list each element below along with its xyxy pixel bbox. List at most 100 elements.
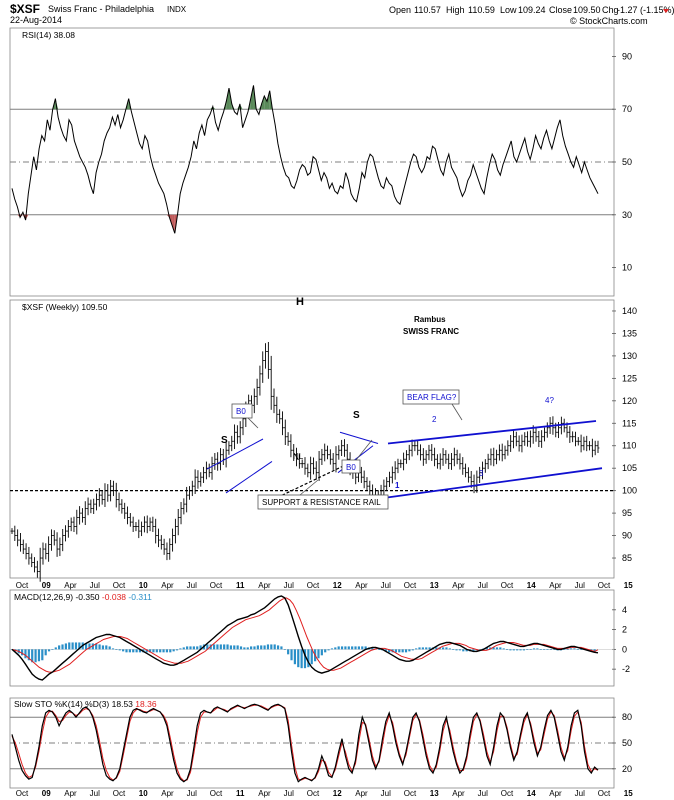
macd-hist-bar: [88, 643, 91, 650]
macd-hist-bar: [239, 646, 243, 650]
price-bar: [396, 458, 400, 474]
price-bar: [534, 427, 538, 442]
price-bar: [159, 535, 163, 550]
macd-hist-bar: [165, 649, 169, 653]
macd-hist-bar: [502, 648, 505, 650]
price-bar: [210, 456, 214, 480]
price-bar: [309, 456, 313, 480]
price-bar: [13, 525, 17, 541]
x-tick-label: 13: [430, 581, 439, 590]
price-bar: [219, 448, 222, 471]
price-bar: [114, 482, 118, 508]
price-annotation: B0: [236, 407, 246, 416]
macd-hist-bar: [563, 649, 566, 650]
macd-hist-bar: [34, 649, 37, 663]
macd-hist-bar: [182, 647, 185, 650]
left-shoulder-upper-line: [206, 438, 264, 470]
price-bar: [514, 431, 518, 447]
price-annotation: S: [353, 410, 360, 421]
macd-hist-bar: [418, 647, 421, 650]
macd-hist-bar: [145, 649, 148, 653]
macd-hist-bar: [152, 649, 155, 653]
left-shoulder-lower-line: [225, 461, 273, 494]
price-bar: [100, 490, 104, 505]
x-tick-label: Apr: [258, 581, 271, 590]
price-bar: [526, 431, 529, 447]
macd-hist-bar: [330, 648, 334, 650]
price-bar: [21, 539, 25, 555]
macd-hist-bar: [250, 646, 253, 650]
macd-hist-bar: [290, 649, 293, 661]
x-tick-label: Apr: [452, 581, 465, 590]
price-ytick-label: 110: [622, 441, 636, 451]
macd-hist-bar: [543, 649, 546, 650]
macd-hist-bar: [223, 644, 226, 650]
sto-d-line: [11, 704, 599, 782]
macd-hist-bar: [219, 644, 222, 650]
rsi-ytick-label: 70: [622, 104, 632, 114]
price-bar: [131, 516, 135, 532]
macd-panel: [9, 589, 615, 687]
x-tick-label: 12: [333, 581, 342, 590]
macd-hist-bar: [206, 644, 209, 650]
macd-hist-bar: [553, 649, 556, 650]
macd-hist-bar: [462, 649, 465, 652]
macd-hist-bar: [485, 647, 488, 650]
price-bar: [117, 492, 121, 512]
x-tick-label-bottom: 10: [139, 789, 148, 798]
macd-hist-bar: [276, 645, 280, 650]
price-bar: [30, 553, 34, 568]
price-bar: [421, 448, 425, 466]
price-bar: [95, 493, 98, 511]
x-tick-label-bottom: Oct: [16, 789, 29, 798]
x-tick-label: Oct: [113, 581, 126, 590]
price-bar: [19, 533, 22, 552]
price-bar: [399, 459, 403, 468]
macd-hist-bar: [398, 649, 401, 653]
price-ytick-label: 85: [622, 553, 632, 563]
price-bar: [58, 537, 62, 557]
macd-hist-bar: [573, 648, 576, 650]
plot-layer: 9070503010140135130125120115110105100959…: [10, 51, 637, 798]
macd-hist-bar: [489, 647, 492, 650]
x-tick-label-bottom: Oct: [210, 789, 223, 798]
sto-ytick-label: 20: [622, 764, 632, 774]
price-bar: [168, 538, 172, 560]
macd-hist-bar: [317, 649, 320, 659]
macd-hist-bar: [472, 649, 475, 652]
price-bar: [385, 477, 389, 491]
macd-hist-bar: [310, 649, 313, 665]
macd-hist-bar: [357, 646, 360, 650]
macd-hist-bar: [300, 649, 303, 669]
macd-hist-bar: [128, 649, 131, 653]
price-bar: [427, 444, 431, 461]
price-bar: [89, 499, 93, 514]
sto-title: Slow STO %K(14) %D(3) 18.53 18.36: [14, 699, 157, 709]
x-tick-label-bottom: Oct: [501, 789, 514, 798]
price-bar: [10, 528, 14, 535]
sto-ytick-label: 50: [622, 738, 632, 748]
price-bar: [207, 463, 211, 478]
price-ytick-label: 90: [622, 531, 632, 541]
macd-hist-bar: [522, 649, 526, 651]
price-bar: [126, 506, 129, 525]
price-bar: [264, 343, 267, 369]
macd-hist-bar: [324, 649, 327, 653]
price-annotation: 4?: [545, 396, 554, 405]
price-ytick-label: 115: [622, 418, 636, 428]
macd-hist-bar: [340, 646, 344, 650]
x-tick-label: Jul: [478, 581, 488, 590]
right-shoulder-upper-line: [339, 431, 379, 444]
macd-hist-bar: [361, 646, 364, 650]
price-bar: [528, 430, 532, 448]
close-value: 109.50: [573, 5, 601, 15]
price-bar: [483, 459, 487, 473]
price-bar: [50, 529, 53, 551]
macd-hist-bar: [334, 647, 337, 650]
ohlc-summary: Open 110.57 High 110.59 Low 109.24 Close…: [389, 5, 674, 15]
x-tick-label-bottom: 14: [527, 789, 536, 798]
macd-hist-bar: [169, 649, 172, 653]
price-bar: [86, 497, 90, 516]
macd-hist-bar: [51, 649, 54, 650]
sto-title-d: 18.36: [135, 699, 157, 709]
